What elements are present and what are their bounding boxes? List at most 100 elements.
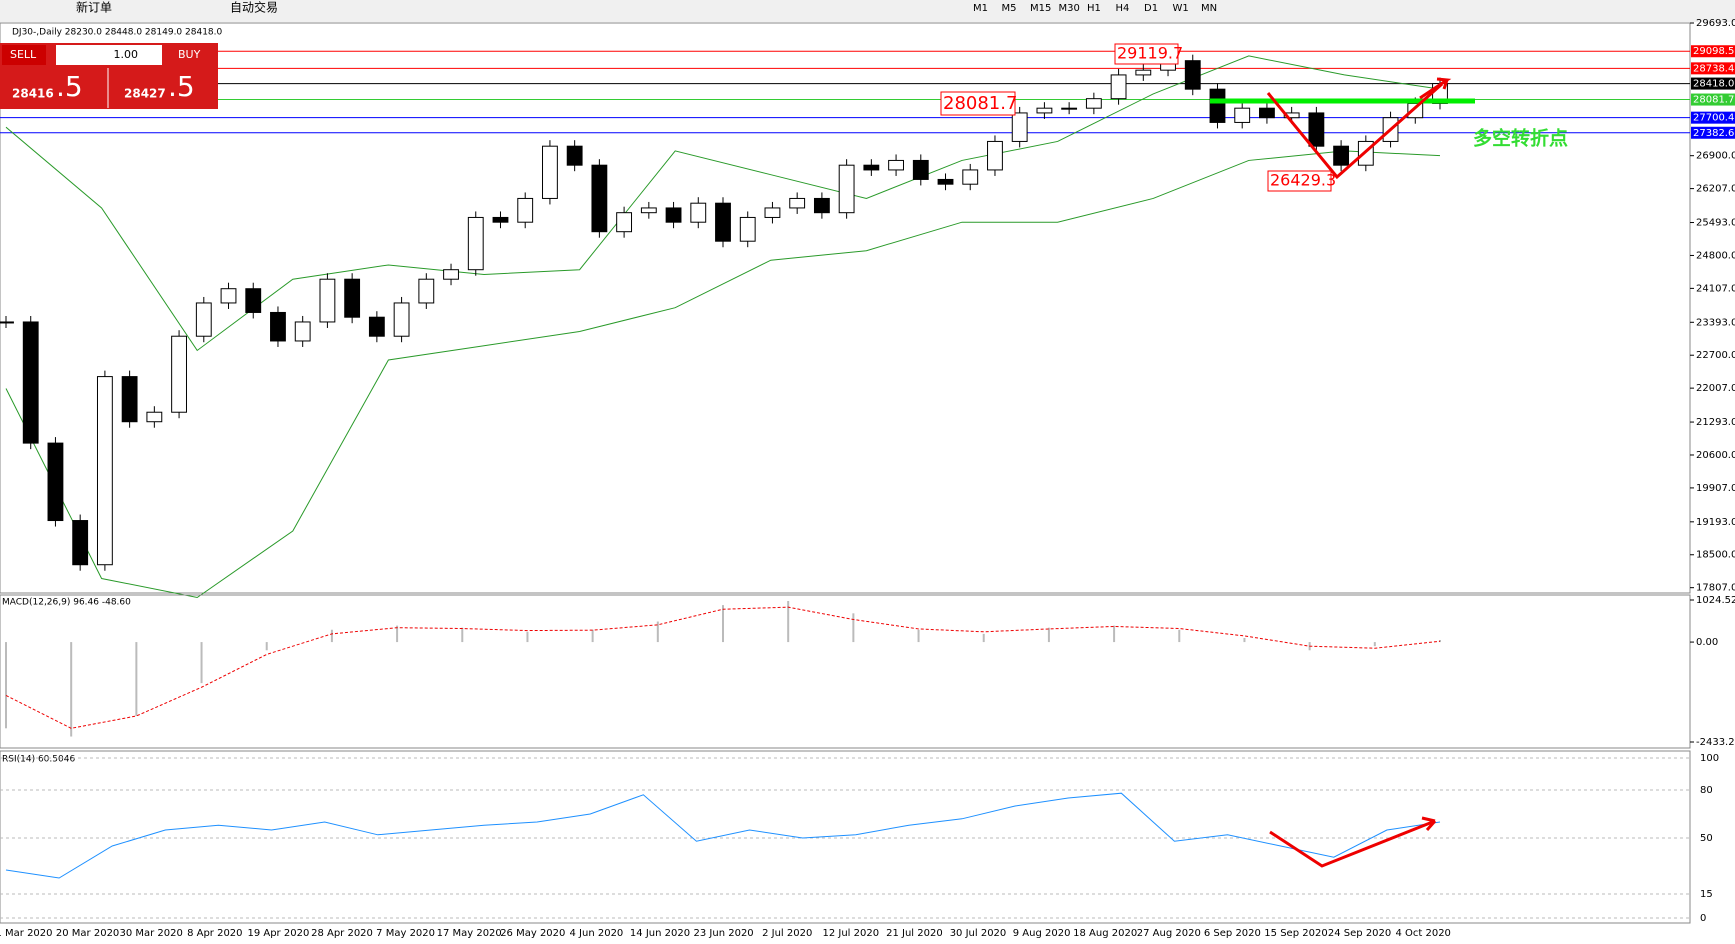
- candle: [245, 288, 262, 313]
- x-tick-label: 12 Jul 2020: [822, 928, 879, 939]
- macd-bar: [656, 621, 659, 643]
- macd-bar: [1439, 640, 1441, 643]
- turning-point-note: 多空转折点: [1473, 127, 1568, 150]
- macd-signal: [5, 606, 1441, 729]
- upper-band: [5, 55, 1441, 352]
- x-tick-label: 7 May 2020: [376, 928, 435, 939]
- y-tick-label: 24800.0: [1696, 250, 1735, 261]
- macd-bar: [1373, 642, 1376, 647]
- x-tick-label: 24 Sep 2020: [1328, 928, 1391, 939]
- candle: [1110, 74, 1127, 100]
- lots-value: 1.00: [114, 48, 139, 61]
- y-tick-label: 22007.0: [1696, 383, 1735, 394]
- y-tick-label: -2433.25: [1696, 737, 1735, 748]
- candle: [517, 197, 534, 223]
- candle: [715, 202, 731, 242]
- x-tick-label: 4 Jun 2020: [570, 928, 624, 939]
- candle: [22, 321, 39, 444]
- y-tick-label: 19193.0: [1696, 517, 1735, 528]
- candle: [591, 164, 608, 233]
- x-tick-label: 23 Jun 2020: [694, 928, 754, 939]
- candle: [1308, 112, 1325, 147]
- y-tick-label: 25493.0: [1696, 218, 1735, 229]
- level-tag: [1691, 62, 1735, 75]
- y-tick-label: 100: [1700, 753, 1719, 764]
- timeframe-button[interactable]: H4: [1116, 3, 1130, 14]
- level-label: 28738.4: [1693, 63, 1734, 74]
- timeframe-button[interactable]: M5: [1002, 3, 1017, 14]
- low-annotation: 26429.3: [1270, 171, 1336, 190]
- rsi-label: RSI(14) 60.5046: [2, 755, 75, 765]
- x-tick-label: 18 Aug 2020: [1073, 928, 1137, 939]
- sell-button[interactable]: [2, 45, 46, 65]
- candle: [1036, 107, 1053, 114]
- level-label: 27700.4: [1693, 113, 1734, 124]
- y-tick-label: 1024.52: [1696, 595, 1735, 606]
- level-tag: [1691, 77, 1735, 90]
- level-tag: [1691, 93, 1735, 106]
- x-tick-label: 21 Jul 2020: [886, 928, 943, 939]
- lots-input[interactable]: [56, 45, 162, 65]
- macd-bar: [722, 605, 724, 643]
- y-tick-label: 19907.0: [1696, 483, 1735, 494]
- timeframe-button[interactable]: M1: [973, 3, 988, 14]
- x-tick-label: 9 Aug 2020: [1013, 928, 1071, 939]
- new-order-button[interactable]: 新订单: [76, 0, 112, 15]
- buy-text[interactable]: BUY: [178, 48, 201, 61]
- rsi-line: [5, 792, 1441, 879]
- y-tick-label: 15: [1700, 889, 1713, 900]
- candle: [294, 321, 311, 342]
- candle: [987, 140, 1003, 171]
- chart-header: DJ30-,Daily 28230.0 28448.0 28149.0 2841…: [12, 28, 223, 38]
- candle: [393, 302, 410, 337]
- y-tick-label: 18500.0: [1696, 550, 1735, 561]
- macd-bar: [917, 629, 920, 643]
- candle: [121, 376, 138, 423]
- x-tick-label: 4 Oct 2020: [1395, 928, 1450, 939]
- candle: [0, 321, 14, 324]
- level-tag: [1691, 111, 1735, 124]
- candle: [888, 159, 904, 171]
- high-annotation: 29119.7: [1117, 44, 1183, 63]
- macd-bar: [265, 642, 268, 651]
- timeframe-button[interactable]: D1: [1144, 3, 1158, 14]
- level-annotation: 28081.7: [943, 93, 1017, 114]
- annotations: 29119.7 28081.7 26429.3 多空转折点: [940, 43, 1568, 868]
- candle: [195, 302, 212, 337]
- candle: [789, 197, 806, 209]
- auto-trade-button[interactable]: 自动交易: [230, 0, 278, 15]
- candle: [566, 145, 583, 166]
- candle: [1184, 60, 1201, 90]
- x-tick-label: 2 Jul 2020: [762, 928, 812, 939]
- candle: [96, 376, 113, 566]
- level-label: 28418.0: [1693, 79, 1734, 90]
- timeframe-button[interactable]: MN: [1201, 3, 1217, 14]
- macd-bar: [591, 629, 594, 643]
- candle: [344, 278, 361, 318]
- candle: [1085, 98, 1102, 109]
- candle: [171, 335, 187, 413]
- timeframe-button[interactable]: W1: [1173, 3, 1189, 14]
- candle: [1259, 107, 1275, 119]
- y-tick-label: 0: [1700, 913, 1706, 924]
- macd-bar: [787, 601, 790, 643]
- candle: [1135, 69, 1152, 76]
- x-tick-label: 15 Sep 2020: [1264, 928, 1327, 939]
- timeframe-button[interactable]: M30: [1059, 3, 1080, 14]
- candle: [1209, 88, 1226, 123]
- timeframe-button[interactable]: M15: [1030, 3, 1051, 14]
- candle: [146, 411, 163, 423]
- buy-price: 28427: [124, 87, 166, 101]
- macd-bar: [5, 642, 7, 729]
- x-tick-label: 30 Mar 2020: [119, 928, 182, 939]
- trade-panel: SELL 1.00 BUY 28416 .5 28427 .5: [0, 43, 218, 109]
- macd-panel: [0, 594, 1691, 749]
- x-tick-label: 28 Apr 2020: [311, 928, 373, 939]
- candle: [640, 207, 657, 214]
- y-tick-label: 24107.0: [1696, 283, 1735, 294]
- x-tick-label: 17 May 2020: [437, 928, 502, 939]
- candle: [962, 169, 979, 185]
- lower-band: [5, 150, 1441, 599]
- timeframe-button[interactable]: H1: [1087, 3, 1101, 14]
